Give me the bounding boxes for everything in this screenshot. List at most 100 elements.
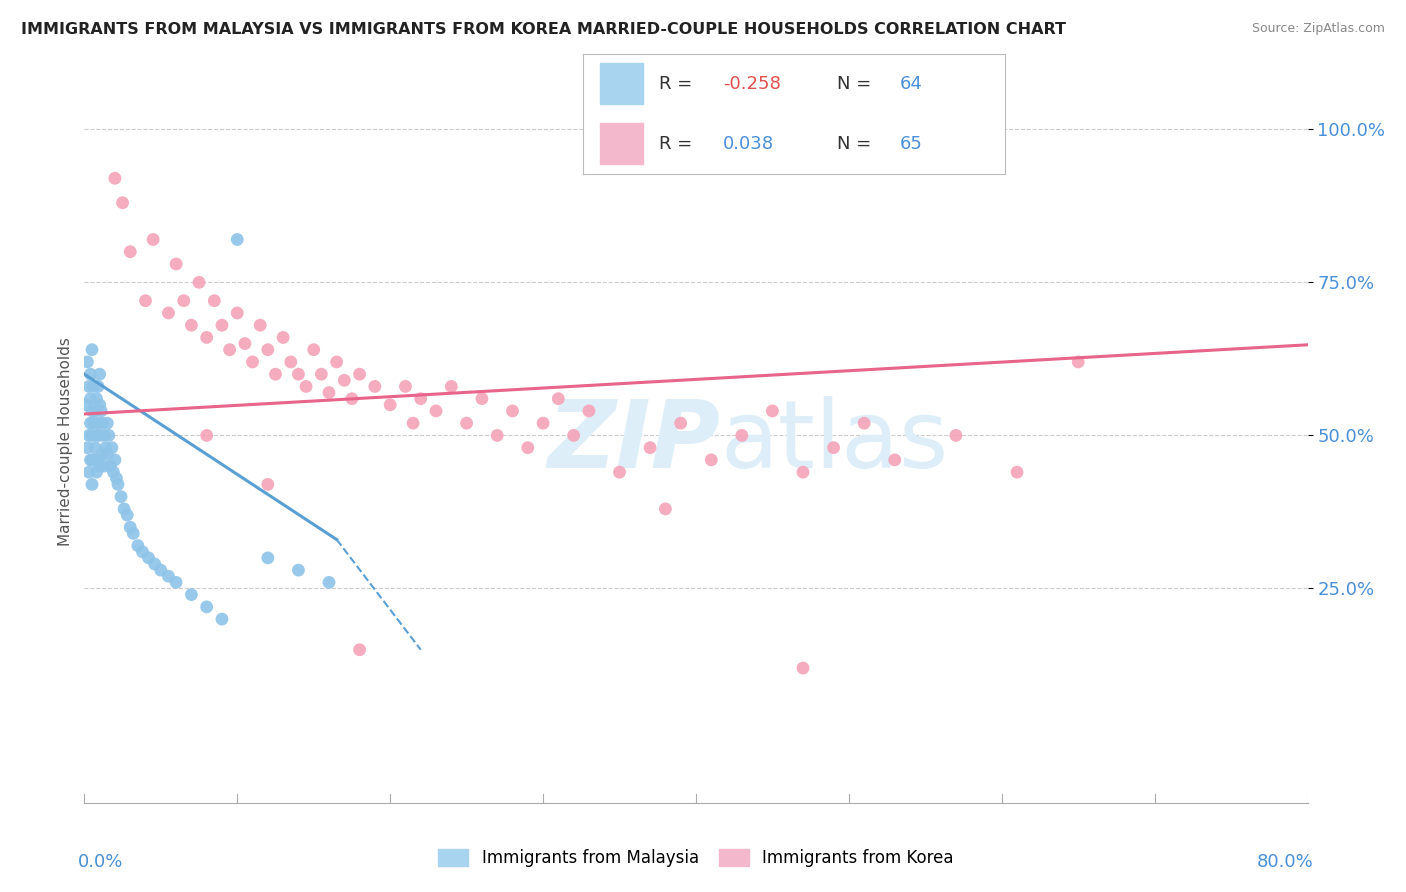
Point: [107, 477, 129, 491]
Point: [86, 465, 108, 479]
Point: [77, 465, 100, 479]
Point: [76, 441, 98, 455]
Point: [486, 428, 509, 442]
Point: [195, 599, 218, 614]
Point: [280, 355, 302, 369]
Point: [471, 392, 494, 406]
Point: [409, 392, 432, 406]
Point: [105, 471, 128, 485]
Text: atlas: atlas: [720, 395, 949, 488]
Point: [295, 379, 318, 393]
Point: [333, 373, 356, 387]
Point: [700, 453, 723, 467]
Point: [226, 306, 249, 320]
Point: [257, 343, 280, 357]
Point: [84, 441, 107, 455]
Point: [115, 508, 138, 522]
Point: [104, 453, 127, 467]
Text: Source: ZipAtlas.com: Source: ZipAtlas.com: [1251, 22, 1385, 36]
Point: [80, 404, 103, 418]
Legend: Immigrants from Malaysia, Immigrants from Korea: Immigrants from Malaysia, Immigrants fro…: [432, 842, 960, 874]
Point: [122, 526, 145, 541]
Point: [103, 465, 125, 479]
Point: [87, 379, 110, 393]
Point: [97, 428, 120, 442]
Point: [402, 416, 425, 430]
Point: [1067, 355, 1090, 369]
Point: [792, 465, 814, 479]
Text: IMMIGRANTS FROM MALAYSIA VS IMMIGRANTS FROM KOREA MARRIED-COUPLE HOUSEHOLDS CORR: IMMIGRANTS FROM MALAYSIA VS IMMIGRANTS F…: [21, 22, 1066, 37]
Point: [90, 404, 112, 418]
Point: [218, 343, 240, 357]
Point: [364, 379, 387, 393]
Point: [143, 557, 166, 571]
Point: [89, 367, 111, 381]
Point: [79, 367, 101, 381]
Point: [83, 379, 105, 393]
Point: [110, 490, 132, 504]
Point: [83, 453, 105, 467]
Point: [101, 441, 124, 455]
Point: [318, 575, 340, 590]
Point: [578, 404, 600, 418]
Point: [287, 563, 309, 577]
Point: [211, 318, 233, 333]
Text: 0.038: 0.038: [723, 135, 773, 153]
Point: [131, 545, 153, 559]
Point: [271, 330, 294, 344]
Bar: [600, 123, 643, 164]
Point: [79, 416, 101, 430]
Point: [127, 539, 149, 553]
Point: [609, 465, 631, 479]
Point: [79, 392, 101, 406]
Point: [96, 416, 118, 430]
Point: [823, 441, 845, 455]
Point: [77, 379, 100, 393]
Point: [80, 453, 103, 467]
Point: [547, 392, 569, 406]
Point: [149, 563, 172, 577]
Point: [249, 318, 271, 333]
Point: [440, 379, 463, 393]
Point: [233, 336, 256, 351]
Point: [211, 612, 233, 626]
Point: [77, 428, 100, 442]
Point: [242, 355, 264, 369]
Point: [562, 428, 585, 442]
Point: [202, 293, 225, 308]
Text: R =: R =: [659, 135, 693, 153]
Point: [165, 257, 187, 271]
Point: [669, 416, 692, 430]
Point: [502, 404, 524, 418]
Point: [945, 428, 967, 442]
Point: [138, 550, 160, 565]
Point: [394, 379, 416, 393]
Point: [104, 171, 127, 186]
Text: -0.258: -0.258: [723, 75, 780, 93]
Text: 64: 64: [900, 75, 922, 93]
Point: [638, 441, 661, 455]
Point: [731, 428, 754, 442]
Point: [79, 453, 101, 467]
Point: [340, 392, 363, 406]
Text: 0.0%: 0.0%: [79, 854, 124, 871]
Point: [157, 569, 180, 583]
Point: [173, 293, 195, 308]
Point: [91, 447, 114, 461]
Point: [98, 458, 121, 473]
Point: [87, 453, 110, 467]
Point: [80, 477, 103, 491]
Point: [380, 398, 402, 412]
Point: [93, 458, 115, 473]
Point: [157, 306, 180, 320]
Point: [195, 330, 218, 344]
Point: [89, 398, 111, 412]
Point: [853, 416, 876, 430]
Text: 80.0%: 80.0%: [1257, 854, 1313, 871]
Point: [89, 458, 111, 473]
Point: [257, 550, 280, 565]
Text: ZIP: ZIP: [547, 395, 720, 488]
Point: [120, 244, 142, 259]
Point: [89, 428, 111, 442]
Point: [456, 416, 478, 430]
